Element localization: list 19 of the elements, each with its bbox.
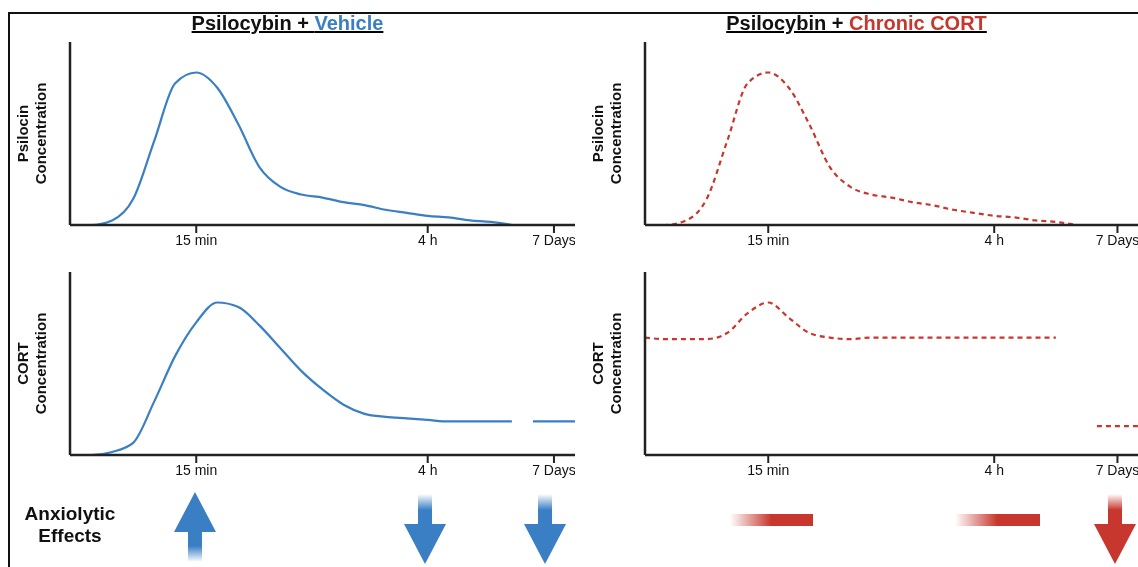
x-tick-label: 15 min [747,461,790,478]
x-tick-label: 4 h [984,231,1004,248]
y-axis-title: Psilocin Concentration [589,82,624,185]
text: Anxiolytic Effects [23,503,117,547]
y-axis-title: Psilocin Concentration [14,82,49,185]
x-tick-label: 4 h [984,461,1004,478]
chart-title: Psilocybin + Vehicle [191,12,384,34]
y-axis-title: CORT Concentration [589,312,624,415]
x-tick-label: 15 min [747,231,790,248]
y-axis-title: CORT Concentration [14,312,49,415]
x-tick-label: 7 Days [1095,231,1138,248]
x-tick-label: 15 min [175,461,218,478]
x-tick-label: 4 h [417,231,438,248]
x-tick-label: 15 min [175,231,218,248]
x-tick-label: 7 Days [532,461,576,478]
chart-title: Psilocybin + Chronic CORT [726,12,987,34]
x-tick-label: 7 Days [532,231,576,248]
x-tick-label: 7 Days [1095,461,1138,478]
x-tick-label: 4 h [417,461,438,478]
